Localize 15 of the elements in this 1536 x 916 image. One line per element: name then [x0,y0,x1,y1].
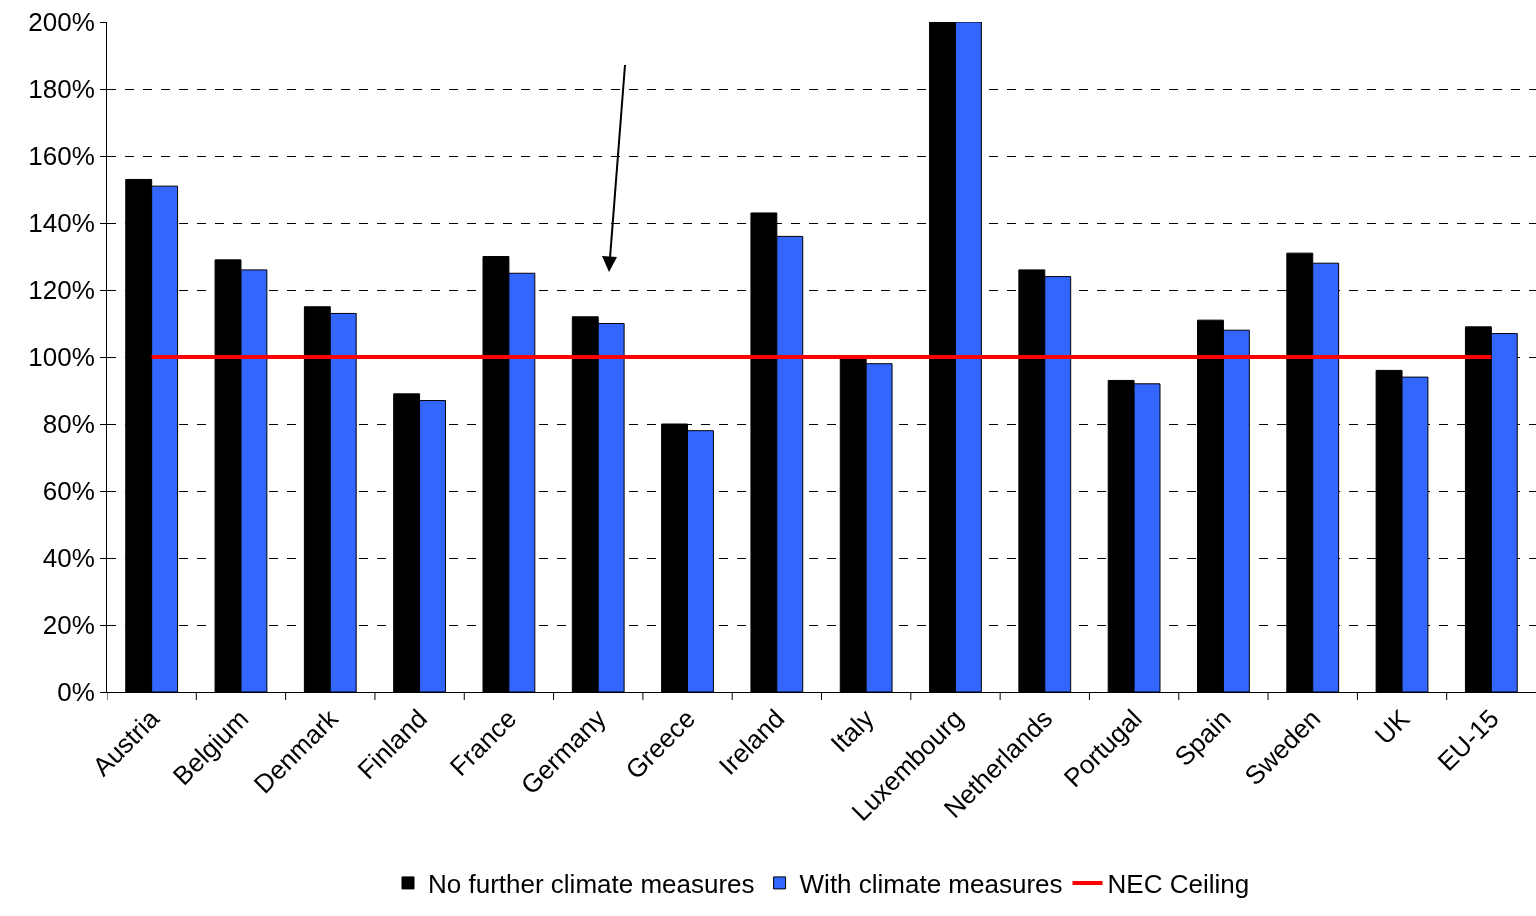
y-tick-label: 20% [42,610,95,641]
y-tick-label: 80% [42,409,95,440]
y-tick-label: 200% [28,7,95,38]
y-tick-label: 60% [42,476,95,507]
y-tick-label: 120% [28,275,95,306]
y-tick-label: 100% [28,342,95,373]
legend-label: With climate measures [799,869,1063,900]
y-tick-label: 160% [28,141,95,172]
y-tick-label: 0% [57,677,95,708]
y-tick-label: 180% [28,74,95,105]
y-tick-label: 40% [42,543,95,574]
y-tick-label: 140% [28,208,95,239]
legend-label: NEC Ceiling [1107,869,1250,900]
legend-label: No further climate measures [428,869,755,900]
x-tick-label: UK [1368,702,1416,751]
